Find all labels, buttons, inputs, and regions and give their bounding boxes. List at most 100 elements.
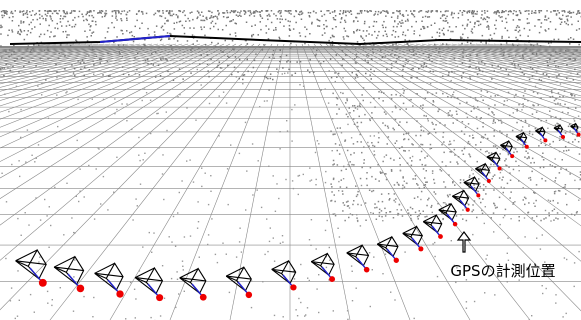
cloud-point (174, 28, 176, 30)
cloud-point (28, 224, 29, 225)
cloud-point (70, 45, 72, 47)
cloud-point (8, 30, 10, 32)
cloud-point (139, 160, 140, 161)
cloud-point (293, 28, 295, 30)
cloud-point (471, 13, 473, 15)
cloud-point (348, 36, 350, 38)
cloud-point (460, 36, 462, 38)
cloud-point (423, 185, 425, 187)
cloud-point (471, 111, 473, 113)
cloud-point (566, 64, 568, 66)
cloud-point (31, 155, 32, 156)
cloud-point (493, 145, 495, 147)
cloud-point (208, 204, 209, 205)
cloud-point (93, 74, 94, 75)
cloud-point (339, 153, 341, 155)
cloud-point (566, 204, 568, 206)
cloud-point (236, 23, 238, 25)
cloud-point (485, 186, 486, 187)
cloud-point (571, 12, 573, 14)
cloud-point (367, 142, 368, 143)
cloud-point (528, 178, 529, 179)
cloud-point (573, 118, 574, 119)
cloud-point (186, 107, 187, 108)
cloud-point (47, 303, 48, 304)
cloud-point (17, 218, 18, 219)
cloud-point (432, 173, 433, 174)
cloud-point (462, 12, 464, 14)
cloud-point (513, 60, 515, 62)
cloud-point (508, 154, 510, 156)
cloud-point (299, 84, 300, 85)
cloud-point (574, 180, 575, 181)
cloud-point (578, 188, 580, 190)
cloud-point (493, 164, 494, 165)
cloud-point (523, 95, 525, 97)
cloud-point (201, 29, 203, 31)
cloud-point (20, 20, 22, 22)
cloud-point (12, 66, 14, 68)
cloud-point (264, 254, 265, 255)
cloud-point (491, 38, 493, 40)
cloud-point (12, 20, 14, 22)
cloud-point (472, 11, 474, 13)
cloud-point (402, 34, 404, 36)
cloud-point (267, 78, 269, 80)
cloud-point (481, 210, 482, 211)
cloud-point (280, 50, 282, 52)
cloud-point (38, 144, 39, 145)
cloud-point (413, 14, 415, 16)
cloud-point (342, 93, 344, 95)
cloud-point (530, 44, 532, 46)
cloud-point (19, 300, 20, 301)
cloud-point (230, 144, 231, 145)
cloud-point (402, 14, 404, 16)
cloud-point (298, 14, 300, 16)
cloud-point (258, 160, 259, 161)
cloud-point (424, 216, 426, 218)
cloud-point (346, 114, 348, 116)
cloud-point (549, 59, 551, 61)
cloud-point (242, 79, 244, 81)
cloud-point (539, 19, 541, 21)
cloud-point (119, 53, 121, 55)
cloud-point (485, 151, 486, 152)
cloud-point (572, 53, 574, 55)
cloud-point (199, 63, 201, 64)
cloud-point (353, 143, 355, 145)
cloud-point (273, 175, 274, 176)
cloud-point (400, 23, 402, 25)
cloud-point (304, 26, 306, 28)
cloud-point (53, 36, 55, 38)
cloud-point (409, 100, 411, 102)
cloud-point (151, 53, 153, 55)
cloud-point (403, 139, 405, 141)
cloud-point (383, 92, 385, 94)
cloud-point (340, 10, 342, 12)
cloud-point (576, 29, 578, 31)
cloud-point (519, 30, 521, 32)
cloud-point (382, 10, 384, 12)
cloud-point (106, 13, 108, 15)
cloud-point (527, 35, 529, 37)
cloud-point (445, 18, 447, 20)
cloud-point (454, 184, 456, 186)
cloud-point (135, 26, 137, 28)
cloud-point (402, 177, 404, 179)
cloud-point (278, 198, 279, 199)
cloud-point (524, 204, 526, 206)
cloud-point (488, 152, 490, 154)
cloud-point (483, 137, 485, 139)
cloud-point (186, 160, 187, 161)
cloud-point (484, 292, 485, 293)
cloud-point (454, 13, 456, 15)
cloud-point (290, 43, 292, 45)
cloud-point (361, 185, 362, 186)
cloud-point (204, 26, 206, 28)
cloud-point (517, 15, 519, 17)
cloud-point (484, 12, 486, 14)
cloud-point (93, 297, 94, 298)
cloud-point (448, 74, 450, 76)
cloud-point (573, 12, 575, 14)
cloud-point (333, 134, 335, 136)
